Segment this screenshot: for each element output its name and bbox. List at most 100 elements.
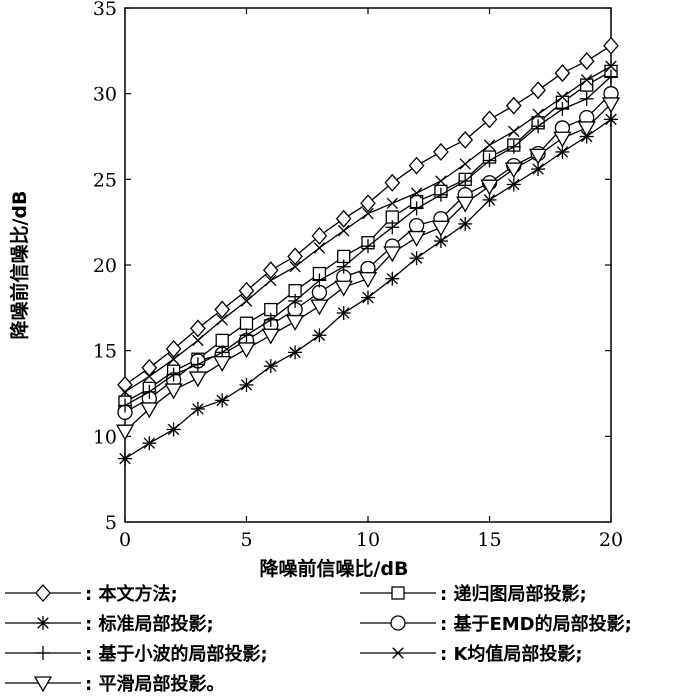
y-tick-label: 5: [105, 512, 117, 534]
data-point-triangle-down: [358, 272, 378, 289]
data-point-cross: [508, 125, 520, 138]
data-point-diamond: [457, 130, 474, 149]
data-point-plus: [555, 102, 570, 117]
data-point-cross: [386, 197, 399, 210]
data-point-cross: [313, 242, 326, 254]
series-triangle-down: [115, 97, 621, 441]
data-point-diamond: [214, 300, 231, 319]
data-point-triangle-down: [237, 342, 256, 359]
data-point-plus: [142, 384, 157, 399]
data-point-asterisk: [409, 251, 424, 266]
legend-label: : 标准局部投影;: [85, 613, 214, 635]
series-cross: [119, 60, 617, 398]
x-tick-labels: 0 5 10 15 20: [119, 529, 623, 551]
data-point-diamond: [262, 261, 279, 280]
data-point-cross: [410, 187, 423, 199]
series-asterisk: [118, 112, 618, 466]
data-point-asterisk: [506, 177, 521, 192]
legend-item: : 标准局部投影;: [5, 613, 214, 635]
data-point-diamond: [311, 226, 328, 245]
y-tick-label: 20: [93, 255, 117, 277]
data-point-asterisk: [482, 192, 497, 207]
series-diamond: [117, 36, 619, 394]
series-layer: [115, 36, 621, 466]
data-point-plus: [239, 328, 254, 343]
data-point-triangle-down: [334, 280, 353, 297]
y-tick-label: 35: [93, 0, 117, 20]
series-plus: [118, 69, 618, 413]
data-point-cross: [143, 370, 156, 383]
data-point-asterisk: [361, 290, 375, 305]
data-point-cross: [580, 74, 593, 86]
data-point-plus: [409, 201, 424, 216]
data-point-asterisk: [118, 451, 132, 466]
data-point-plus: [604, 69, 618, 84]
data-point-asterisk: [166, 422, 181, 437]
data-point-diamond: [554, 64, 571, 83]
data-point-cross: [392, 647, 404, 659]
data-point-asterisk: [142, 436, 157, 451]
data-point-plus: [36, 646, 50, 660]
y-tick-label: 25: [93, 169, 117, 191]
legend-item: : 本文方法;: [5, 583, 178, 605]
legend-label: : 本文方法;: [85, 583, 178, 605]
data-point-triangle-down: [431, 220, 451, 237]
data-point-asterisk: [288, 345, 303, 360]
y-tick-label: 15: [93, 341, 117, 363]
data-point-diamond: [505, 96, 522, 115]
y-tick-labels: 5 10 15 20 25 30 35: [93, 0, 117, 534]
data-point-diamond: [384, 173, 401, 192]
data-point-triangle-down: [553, 131, 572, 148]
data-point-diamond: [190, 319, 206, 338]
legend: : 本文方法;: 递归图局部投影;: 标准局部投影;: 基于EMD的局部投影;:…: [5, 583, 632, 695]
data-point-asterisk: [239, 377, 254, 392]
data-point-diamond: [408, 156, 425, 175]
x-axis-label: 降噪前信噪比/dB: [259, 557, 408, 580]
data-point-cross: [192, 334, 204, 347]
data-point-plus: [531, 119, 546, 134]
data-point-plus: [336, 259, 351, 274]
data-point-circle: [408, 217, 425, 234]
data-point-asterisk: [263, 359, 278, 374]
data-point-triangle-down: [115, 424, 135, 441]
axis-ticks: [124, 7, 612, 523]
data-point-plus: [263, 312, 278, 327]
legend-item: : 平滑局部投影。: [5, 673, 224, 695]
data-point-diamond: [238, 281, 255, 300]
data-point-diamond: [530, 81, 546, 100]
y-tick-label: 10: [93, 426, 117, 448]
data-point-triangle-down: [528, 148, 548, 165]
data-point-square: [580, 78, 594, 92]
data-point-triangle-down: [577, 121, 596, 138]
data-point-triangle-down: [164, 383, 183, 400]
y-axis-label: 降噪前信噪比/dB: [8, 190, 31, 339]
data-point-plus: [482, 153, 497, 168]
data-point-plus: [506, 139, 521, 154]
data-point-triangle-down: [140, 402, 159, 419]
data-point-diamond: [603, 36, 619, 55]
data-point-asterisk: [312, 328, 327, 343]
data-point-asterisk: [531, 162, 546, 177]
data-point-plus: [118, 398, 132, 413]
data-point-plus: [166, 367, 181, 382]
data-point-cross: [265, 274, 277, 287]
data-point-cross: [556, 91, 569, 103]
data-point-diamond: [35, 584, 51, 602]
data-point-asterisk: [215, 393, 230, 408]
data-point-diamond: [433, 142, 449, 161]
data-point-cross: [605, 60, 617, 72]
data-point-triangle-down: [601, 97, 621, 114]
data-point-diamond: [165, 339, 182, 358]
data-point-triangle-down: [213, 356, 232, 372]
data-point-plus: [361, 239, 375, 254]
data-point-diamond: [360, 194, 376, 213]
legend-item: : K均值局部投影;: [360, 643, 583, 665]
data-point-cross: [289, 261, 301, 273]
data-point-triangle-down: [480, 179, 499, 196]
data-point-triangle-down: [310, 299, 329, 316]
data-point-plus: [385, 220, 400, 235]
legend-label: : 基于小波的局部投影;: [85, 643, 268, 665]
data-point-triangle-down: [285, 314, 305, 331]
data-point-triangle-down: [407, 230, 426, 247]
data-point-square: [391, 586, 405, 600]
